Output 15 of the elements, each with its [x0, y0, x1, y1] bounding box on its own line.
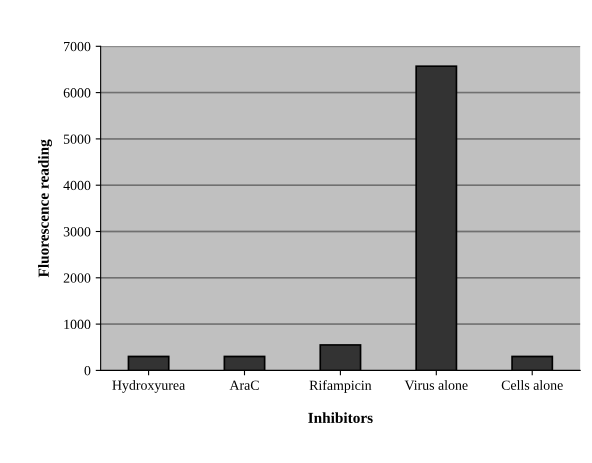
y-tick-label: 5000 [64, 134, 90, 144]
y-tick-label: 7000 [64, 42, 90, 52]
y-tick-label: 2000 [64, 273, 90, 283]
x-axis-title: Inhibitors [308, 412, 373, 424]
y-axis-title: Fluorescence reading [38, 139, 52, 278]
x-tick-label: Hydroxyurea [112, 380, 186, 393]
x-tick-label: Virus alone [404, 380, 468, 390]
y-tick-label: 1000 [64, 320, 90, 330]
x-tick-label: Cells alone [502, 380, 563, 390]
y-tick-label: 4000 [63, 180, 90, 190]
x-tick-label: Rifampicin [310, 380, 372, 393]
y-tick-label: 0 [84, 366, 90, 376]
y-tick-label: 3000 [64, 227, 90, 236]
y-tick-label: 6000 [64, 88, 90, 98]
x-tick-label: AraC [230, 380, 259, 390]
